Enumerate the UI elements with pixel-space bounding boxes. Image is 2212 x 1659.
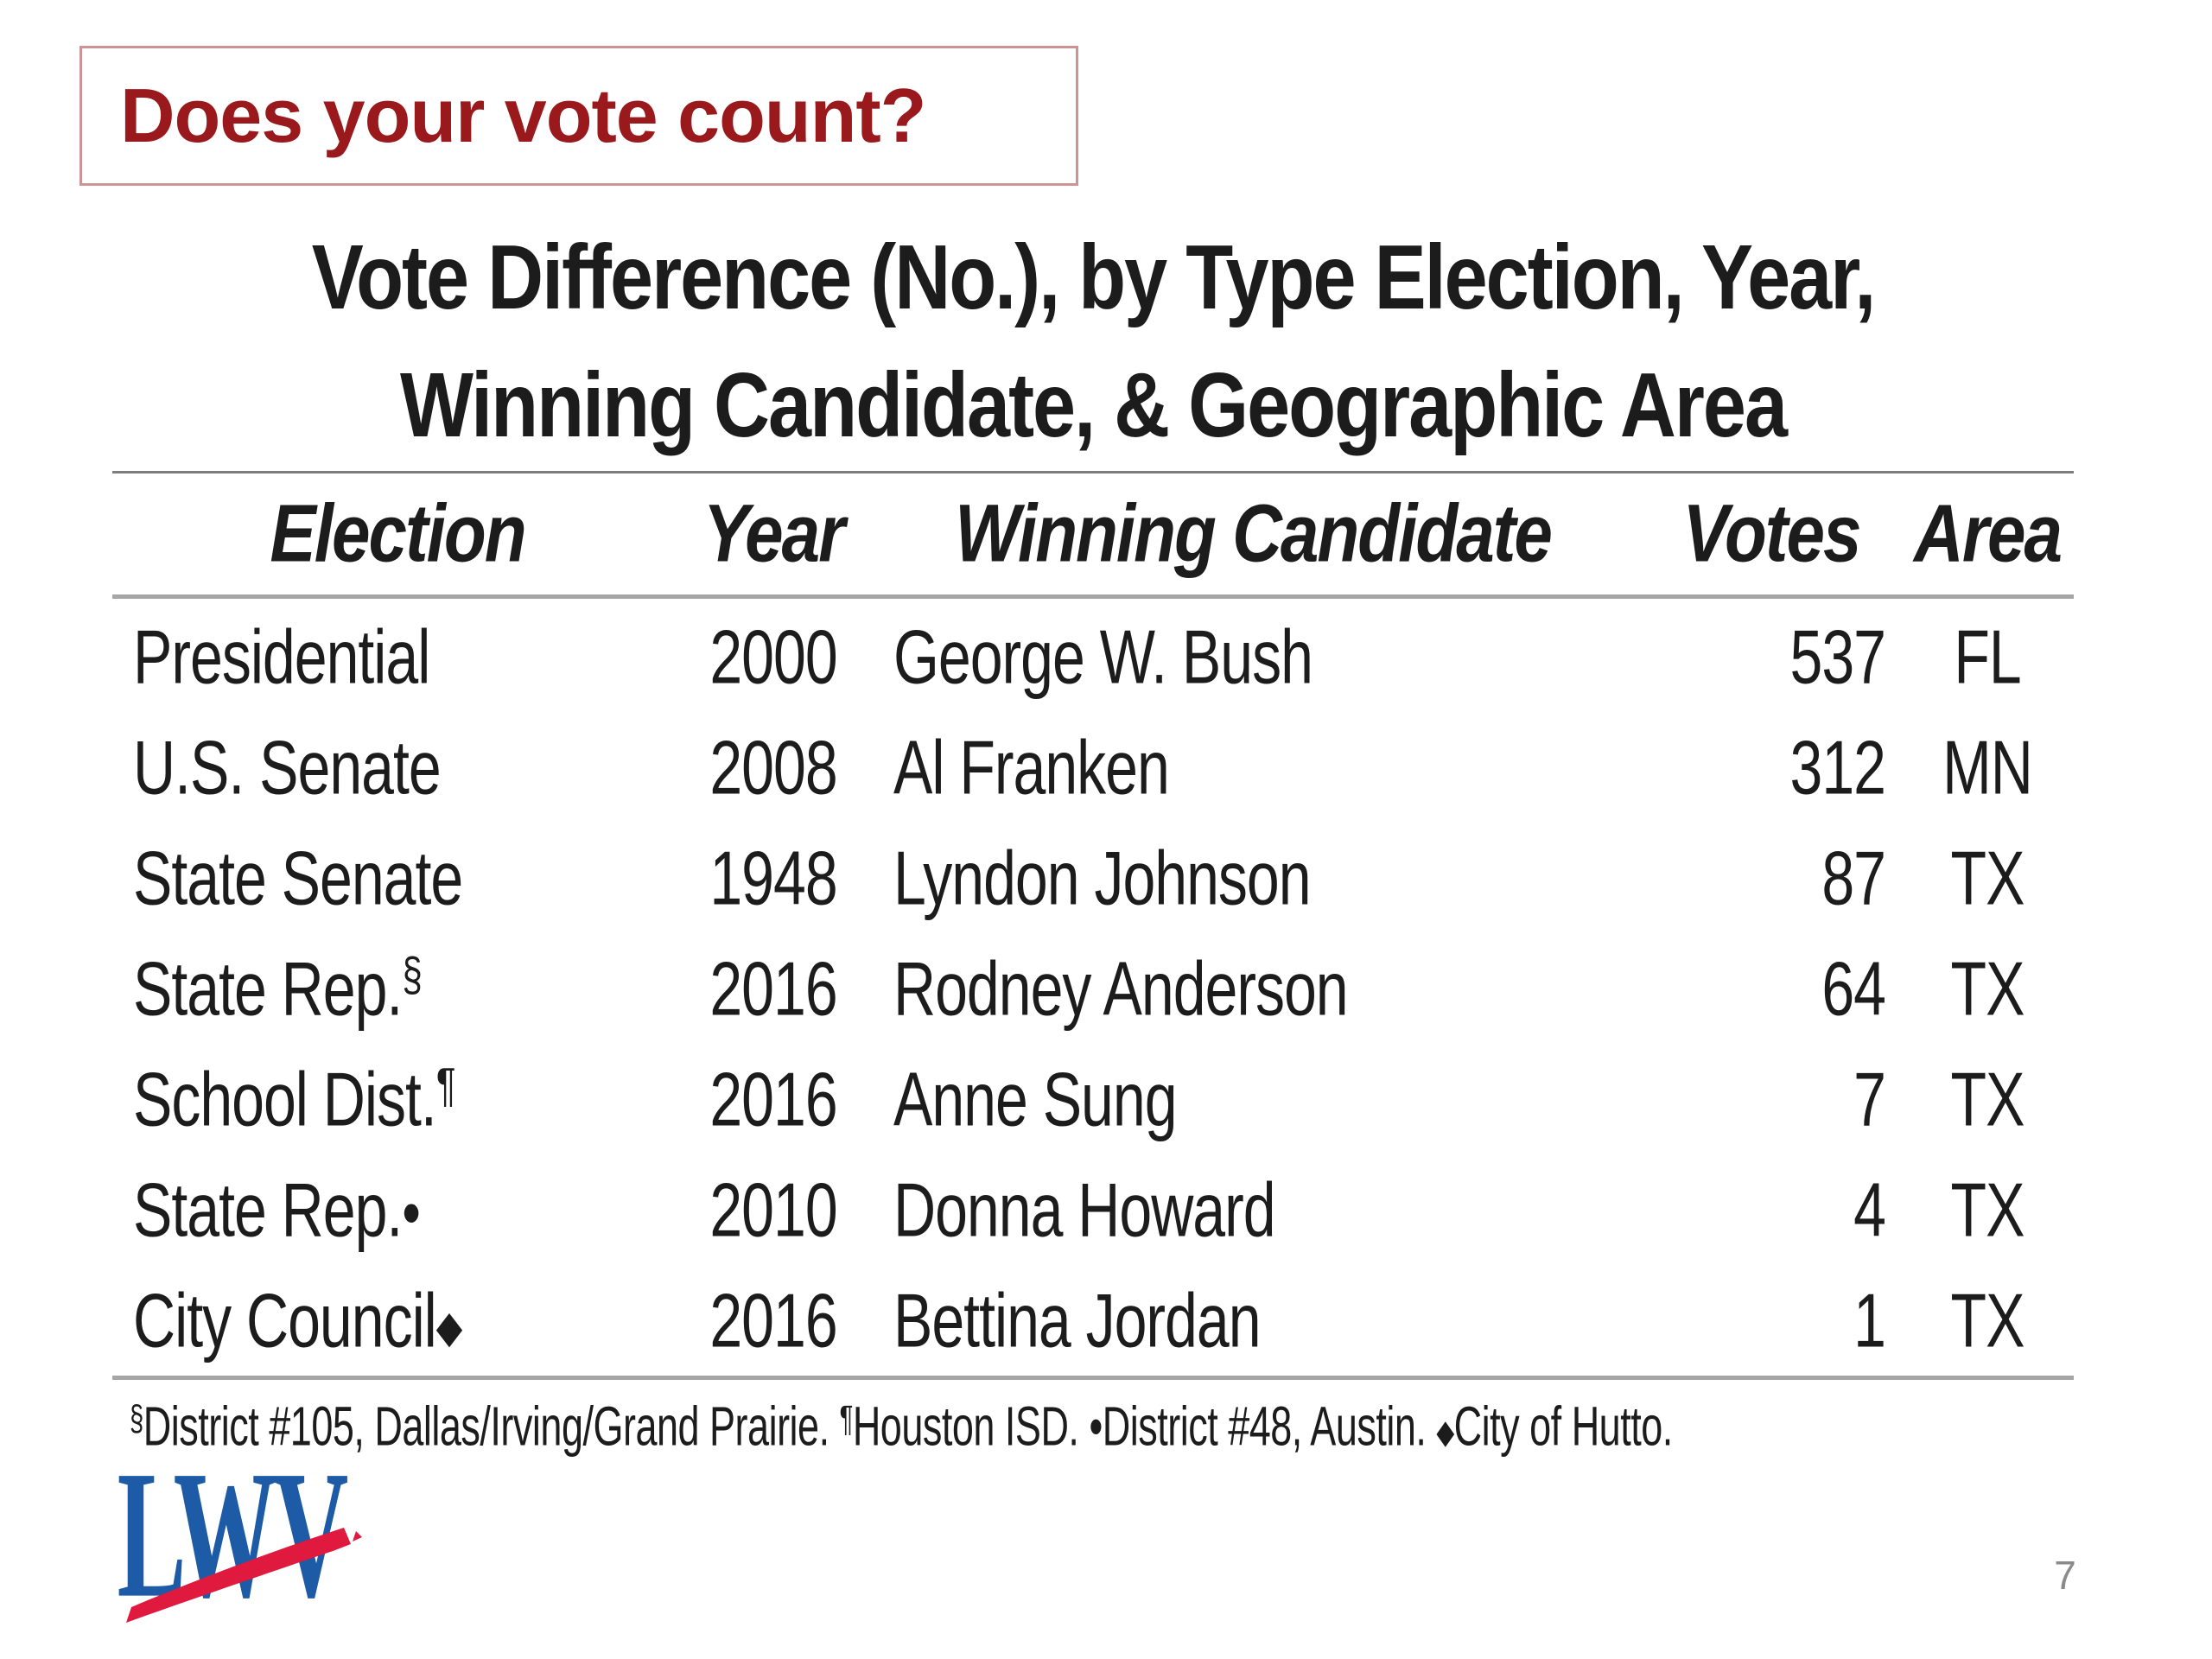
cell-area: TX <box>1950 1167 2025 1253</box>
table-header-row: Election Year Winning Candidate Votes Area <box>112 474 2074 594</box>
table-row: State Senate 1948 Lyndon Johnson 87 TX <box>112 823 2074 934</box>
footnote-text: City of Hutto. <box>1453 1395 1674 1458</box>
page-number: 7 <box>2054 1553 2076 1598</box>
cell-candidate: Al Franken <box>893 725 1170 810</box>
cell-votes: 537 <box>1789 614 1886 700</box>
cell-election: School Dist.¶ <box>133 1057 455 1142</box>
election-footnote-marker: ◆ <box>435 1302 462 1353</box>
lwv-logo: LWV <box>118 1469 362 1636</box>
cell-year: 2016 <box>709 946 837 1032</box>
table-row: School Dist.¶ 2016 Anne Sung 7 TX <box>112 1045 2074 1155</box>
cell-votes: 87 <box>1821 836 1886 921</box>
election-footnote-marker: • <box>402 1173 420 1251</box>
cell-votes: 312 <box>1789 725 1886 810</box>
slide-title-line-1: Vote Difference (No.), by Type Election,… <box>311 226 1877 329</box>
cell-election: State Rep.§ <box>133 946 423 1032</box>
question-box: Does your vote count? <box>79 46 1078 186</box>
cell-election: State Rep.• <box>133 1167 421 1253</box>
table-row: Presidential 2000 George W. Bush 537 FL <box>112 602 2074 713</box>
table-row: State Rep.§ 2016 Rodney Anderson 64 TX <box>112 934 2074 1045</box>
footnote-text: District #105, Dallas/Irving/Grand Prair… <box>143 1395 840 1458</box>
cell-election: Presidential <box>133 614 430 700</box>
cell-votes: 7 <box>1853 1057 1886 1142</box>
cell-election: City Council◆ <box>133 1278 462 1363</box>
cell-votes: 4 <box>1853 1167 1886 1253</box>
cell-year: 2016 <box>709 1057 837 1142</box>
election-footnote-marker: ¶ <box>435 1058 456 1111</box>
cell-area: MN <box>1942 725 2033 810</box>
footnote-symbol: § <box>130 1400 143 1440</box>
table-body: Presidential 2000 George W. Bush 537 FL U.S. … <box>112 602 2074 1376</box>
table-row: City Council◆ 2016 Bettina Jordan 1 TX <box>112 1266 2074 1376</box>
table-top-rule <box>112 471 2074 474</box>
footnote: §District #105, Dallas/Irving/Grand Prai… <box>130 1395 2134 1464</box>
cell-candidate: Bettina Jordan <box>893 1278 1262 1363</box>
cell-area: TX <box>1950 946 2025 1032</box>
cell-candidate: Rodney Anderson <box>893 946 1349 1032</box>
cell-area: TX <box>1950 836 2025 921</box>
cell-candidate: Donna Howard <box>893 1167 1276 1253</box>
table-header-rule <box>112 594 2074 599</box>
cell-year: 2008 <box>709 725 837 810</box>
table-row: U.S. Senate 2008 Al Franken 312 MN <box>112 713 2074 823</box>
cell-votes: 1 <box>1853 1278 1886 1363</box>
cell-area: FL <box>1954 614 2021 700</box>
footnote-text: District #48, Austin. <box>1102 1395 1437 1458</box>
cell-year: 1948 <box>709 836 837 921</box>
lwv-logo-swoosh <box>126 1528 351 1623</box>
footnote-symbol: ◆ <box>1436 1413 1454 1451</box>
cell-area: TX <box>1950 1278 2025 1363</box>
cell-year: 2010 <box>709 1167 837 1253</box>
slide-title-line-2: Winning Candidate, & Geographic Area <box>399 354 1788 457</box>
column-header-election: Election <box>270 487 526 579</box>
cell-candidate: Anne Sung <box>893 1057 1178 1142</box>
lwv-logo-swoosh-fleck <box>353 1531 362 1541</box>
election-footnote-marker: § <box>402 947 422 1001</box>
column-header-winning-candidate: Winning Candidate <box>955 487 1553 579</box>
question-text: Does your vote count? <box>120 73 926 158</box>
footnote-symbol: • <box>1089 1395 1103 1458</box>
column-header-votes: Votes <box>1682 487 1862 579</box>
footnote-text: Houston ISD. <box>852 1395 1090 1458</box>
column-header-area: Area <box>1914 487 2063 579</box>
column-header-year: Year <box>702 487 846 579</box>
cell-year: 2016 <box>709 1278 837 1363</box>
cell-candidate: George W. Bush <box>893 614 1313 700</box>
table-bottom-rule <box>112 1376 2074 1380</box>
slide-title: Vote Difference (No.), by Type Election,… <box>112 214 2074 470</box>
footnote-symbol: ¶ <box>839 1400 854 1440</box>
cell-area: TX <box>1950 1057 2025 1142</box>
cell-year: 2000 <box>709 614 837 700</box>
cell-election: State Senate <box>133 836 463 921</box>
cell-election: U.S. Senate <box>133 725 442 810</box>
table-row: State Rep.• 2010 Donna Howard 4 TX <box>112 1155 2074 1266</box>
cell-candidate: Lyndon Johnson <box>893 836 1312 921</box>
cell-votes: 64 <box>1821 946 1886 1032</box>
